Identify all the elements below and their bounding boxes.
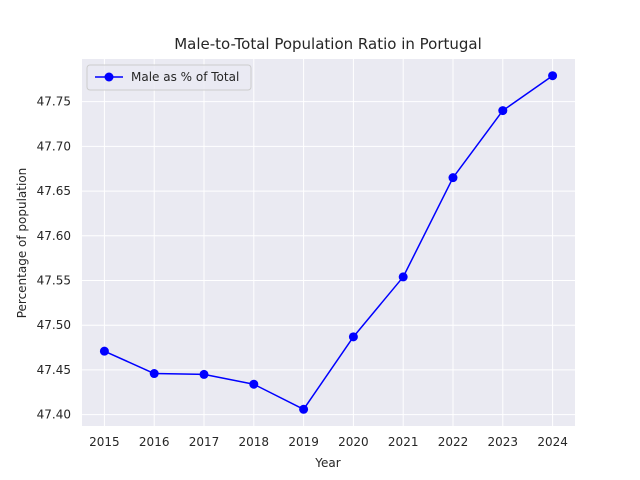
data-point-2023 bbox=[498, 106, 508, 116]
x-axis-label: Year bbox=[314, 456, 340, 470]
y-tick-label: 47.75 bbox=[37, 95, 71, 109]
x-tick-label: 2020 bbox=[338, 435, 369, 449]
data-point-2020 bbox=[348, 332, 358, 342]
x-tick-label: 2019 bbox=[288, 435, 319, 449]
x-axis-ticks: 2015 2016 2017 2018 2019 2020 2021 2022 2023 2024 bbox=[89, 435, 568, 449]
x-tick-label: 2016 bbox=[139, 435, 170, 449]
x-tick-label: 2022 bbox=[438, 435, 469, 449]
x-tick-label: 2017 bbox=[189, 435, 220, 449]
data-point-2019 bbox=[299, 404, 309, 414]
y-tick-label: 47.40 bbox=[37, 408, 71, 422]
chart-title: Male-to-Total Population Ratio in Portug… bbox=[174, 35, 482, 53]
legend-entry-label: Male as % of Total bbox=[131, 70, 239, 84]
y-axis-ticks: 47.40 47.45 47.50 47.55 47.60 47.65 47.70 47.75 bbox=[37, 95, 71, 422]
legend-marker-swatch bbox=[104, 72, 114, 82]
data-point-2022 bbox=[448, 173, 458, 183]
legend: Male as % of Total bbox=[86, 64, 252, 91]
series-line bbox=[104, 75, 554, 411]
series-layer bbox=[99, 71, 558, 414]
plot-area bbox=[82, 59, 575, 426]
data-point-2017 bbox=[199, 369, 209, 379]
x-tick-label: 2024 bbox=[537, 435, 568, 449]
y-tick-label: 47.70 bbox=[37, 139, 71, 153]
data-point-2016 bbox=[149, 369, 159, 379]
x-tick-label: 2018 bbox=[239, 435, 270, 449]
grid bbox=[82, 59, 575, 426]
y-tick-label: 47.55 bbox=[37, 274, 71, 288]
y-tick-label: 47.50 bbox=[37, 318, 71, 332]
y-tick-label: 47.45 bbox=[37, 363, 71, 377]
y-axis-label: Percentage of population bbox=[15, 168, 29, 319]
data-point-2024 bbox=[548, 71, 558, 81]
data-point-2015 bbox=[99, 346, 109, 356]
x-tick-label: 2021 bbox=[388, 435, 419, 449]
data-point-2018 bbox=[249, 379, 259, 389]
y-tick-label: 47.65 bbox=[37, 184, 71, 198]
x-tick-label: 2015 bbox=[89, 435, 120, 449]
legend-box bbox=[86, 64, 252, 91]
y-tick-label: 47.60 bbox=[37, 229, 71, 243]
x-tick-label: 2023 bbox=[488, 435, 519, 449]
data-point-2021 bbox=[398, 272, 408, 282]
